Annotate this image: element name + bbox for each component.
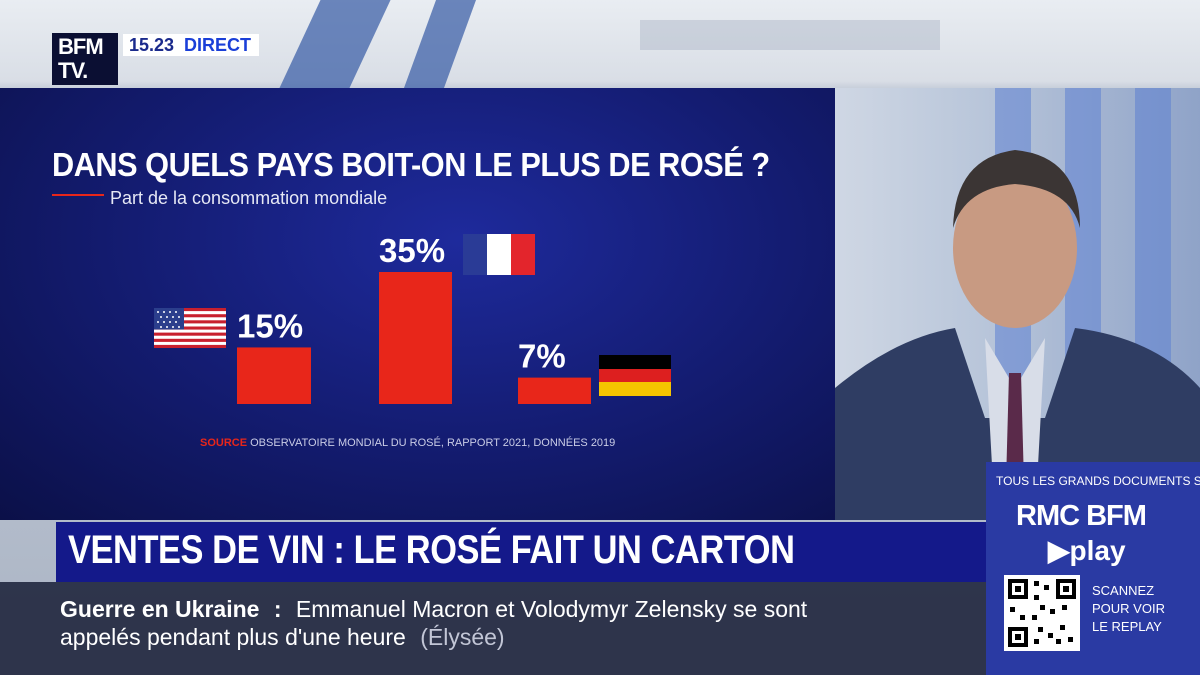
germany-flag-icon (599, 355, 671, 396)
france-flag-icon (463, 234, 535, 275)
news-ticker: Guerre en Ukraine : Emmanuel Macron et V… (0, 582, 986, 675)
bfmtv-logo: BFM TV. (52, 33, 118, 85)
value-label: 35% (379, 232, 445, 269)
clock-time: 15.23 (129, 35, 175, 55)
qr-code-icon (1004, 575, 1080, 651)
us-flag-icon (154, 308, 226, 348)
ticker-separator: : (273, 596, 282, 622)
promo-brand: RMC BFM (1016, 500, 1147, 532)
value-label: 7% (518, 338, 566, 375)
promo-play-logo: ▶play (1048, 535, 1126, 566)
rmc-bfm-play-promo: TOUS LES GRANDS DOCUMENTS SUR RMC BFM ▶p… (986, 462, 1200, 675)
headline-banner: VENTES DE VIN : LE ROSÉ FAIT UN CARTON (56, 522, 986, 582)
ticker-topic: Guerre en Ukraine (60, 596, 260, 622)
chart-title: DANS QUELS PAYS BOIT-ON LE PLUS DE ROSÉ … (52, 146, 770, 183)
live-clock: 15.23 DIRECT (123, 34, 260, 56)
ticker-text-1: Emmanuel Macron et Volodymyr Zelensky se… (295, 596, 808, 622)
title-accent-line (52, 194, 104, 196)
headline-text: VENTES DE VIN : LE ROSÉ FAIT UN CARTON (68, 528, 795, 572)
bar-france (379, 272, 452, 404)
promo-tagline: TOUS LES GRANDS DOCUMENTS SUR (996, 474, 1200, 488)
value-label: 15% (237, 307, 303, 344)
live-badge: DIRECT (184, 35, 252, 55)
chart-panel: DANS QUELS PAYS BOIT-ON LE PLUS DE ROSÉ … (0, 88, 835, 520)
chart-source: SOURCE OBSERVATOIRE MONDIAL DU ROSÉ, RAP… (200, 437, 615, 449)
promo-scan-text: SCANNEZ POUR VOIR LE REPLAY (1092, 583, 1165, 634)
chart-subtitle: Part de la consommation mondiale (110, 188, 388, 208)
source-text: OBSERVATOIRE MONDIAL DU ROSÉ, RAPPORT 20… (250, 437, 616, 449)
bar-chart: 15% 35% 7% (154, 232, 671, 404)
bar--tats-unis (237, 347, 311, 404)
bar-allemagne (518, 377, 591, 404)
ticker-text-2: appelés pendant plus d'une heure (60, 624, 406, 650)
presenter-silhouette (835, 150, 1200, 520)
ticker-line-2: appelés pendant plus d'une heure (Élysée… (60, 624, 505, 651)
source-label: SOURCE (200, 437, 248, 449)
studio-presenter-area (835, 88, 1200, 520)
ticker-line-1: Guerre en Ukraine : Emmanuel Macron et V… (60, 596, 807, 623)
ticker-source: (Élysée) (420, 624, 505, 650)
